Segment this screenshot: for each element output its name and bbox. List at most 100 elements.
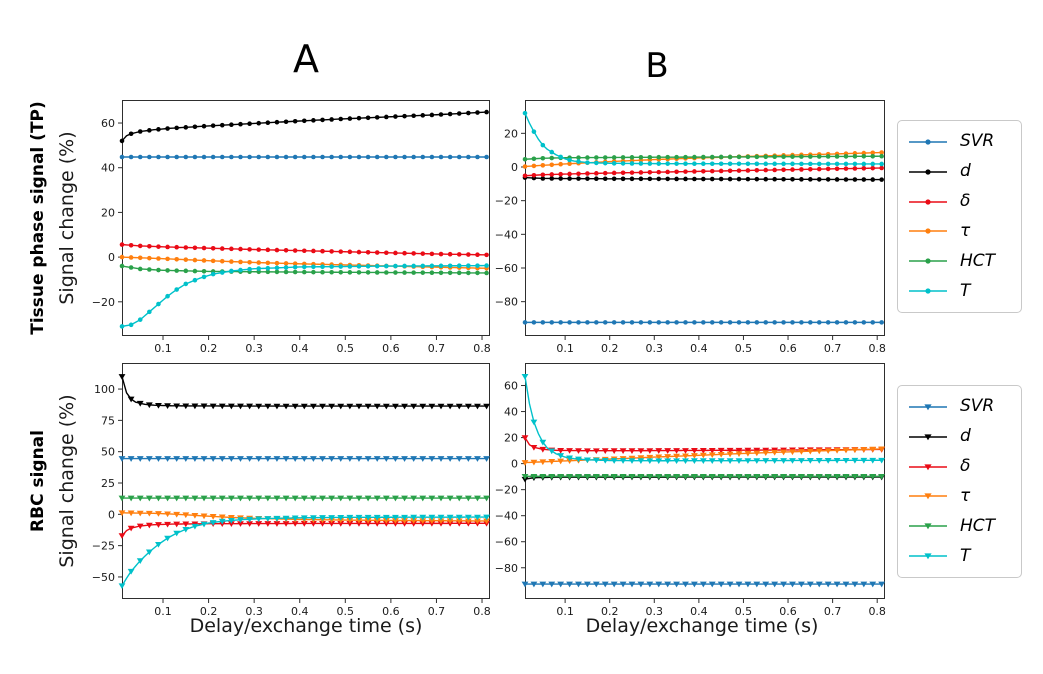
circle-marker-icon — [909, 139, 947, 145]
svg-text:0.6: 0.6 — [779, 605, 797, 618]
triangle-down-marker-icon — [909, 553, 947, 560]
circle-marker-icon — [909, 258, 947, 264]
plot-tissue-phase-b: 0.1 0.2 0.3 0.4 0.5 0.6 0.7 0.8 20 0 −20 −40 −60 −80 — [495, 100, 886, 355]
svg-text:0.5: 0.5 — [735, 605, 753, 618]
x-axis-label-left: Delay/exchange time (s) — [189, 615, 423, 637]
legend-item-label: τ — [960, 220, 971, 241]
legend-item-label: HCT — [960, 515, 996, 536]
svg-text:0.7: 0.7 — [824, 342, 842, 355]
svg-text:0.1: 0.1 — [556, 605, 574, 618]
svg-text:0.7: 0.7 — [428, 605, 446, 618]
legend-item-SVR: SVR — [907, 133, 1021, 150]
triangle-down-marker-icon — [909, 463, 947, 470]
svg-text:0.6: 0.6 — [382, 342, 400, 355]
x-axis-label-right: Delay/exchange time (s) — [585, 615, 819, 637]
svg-text:20: 20 — [504, 127, 518, 140]
legend-item-SVR: SVR — [907, 398, 1021, 415]
svg-text:20: 20 — [101, 206, 115, 219]
row-label-rbc: RBC signal — [28, 430, 48, 532]
svg-text:50: 50 — [101, 446, 115, 459]
plot-rbc-a: 0.1 0.2 0.3 0.4 0.5 0.6 0.7 0.8 100 75 50 25 0 −25 −50 — [92, 363, 491, 618]
svg-text:20: 20 — [504, 432, 518, 445]
legend-item-label: τ — [960, 485, 971, 506]
legend-item-δ: δ — [907, 193, 1021, 210]
legend-item-label: T — [960, 545, 971, 566]
legend-item-label: T — [960, 280, 971, 301]
svg-text:0.5: 0.5 — [337, 605, 355, 618]
legend-item-τ: τ — [907, 485, 1021, 506]
svg-text:40: 40 — [504, 406, 518, 419]
svg-text:0.8: 0.8 — [868, 342, 886, 355]
svg-text:−80: −80 — [495, 296, 518, 309]
svg-text:−60: −60 — [495, 262, 518, 275]
circle-marker-icon — [909, 169, 947, 175]
svg-text:−80: −80 — [495, 562, 518, 575]
plot-rbc-b: 0.1 0.2 0.3 0.4 0.5 0.6 0.7 0.8 60 40 20 0 −20 −40 −60… — [495, 363, 886, 618]
legend-item-d: d — [907, 163, 1021, 180]
y-axis-label-rbc: Signal change (%) — [56, 394, 78, 568]
svg-text:0.6: 0.6 — [779, 342, 797, 355]
svg-text:0.2: 0.2 — [601, 342, 619, 355]
circle-marker-icon — [909, 198, 947, 205]
svg-text:0: 0 — [511, 458, 518, 471]
triangle-down-marker-icon — [909, 404, 947, 411]
legend-item-T: T — [907, 545, 1021, 566]
svg-text:60: 60 — [504, 380, 518, 393]
svg-text:0.6: 0.6 — [382, 605, 400, 618]
panel-title-a: A — [293, 37, 319, 81]
svg-text:0.4: 0.4 — [291, 605, 309, 618]
svg-text:0.3: 0.3 — [245, 605, 263, 618]
triangle-down-marker-icon — [909, 434, 947, 440]
svg-text:0.1: 0.1 — [154, 605, 172, 618]
svg-text:−20: −20 — [495, 195, 518, 208]
svg-text:0.4: 0.4 — [690, 342, 708, 355]
panel-title-b: B — [645, 46, 669, 86]
svg-text:0.2: 0.2 — [200, 605, 218, 618]
svg-text:0.4: 0.4 — [690, 605, 708, 618]
svg-text:0.7: 0.7 — [824, 605, 842, 618]
legend-item-label: SVR — [960, 396, 995, 417]
svg-text:−60: −60 — [495, 536, 518, 549]
svg-text:75: 75 — [101, 414, 115, 427]
plot-tissue-phase-a: 0.1 0.2 0.3 0.4 0.5 0.6 0.7 0.8 60 40 20 0 −20 — [92, 100, 491, 355]
svg-text:0: 0 — [511, 161, 518, 174]
svg-text:0.3: 0.3 — [245, 342, 263, 355]
svg-text:0.7: 0.7 — [428, 342, 446, 355]
svg-text:0.8: 0.8 — [868, 605, 886, 618]
svg-text:0.8: 0.8 — [473, 605, 491, 618]
circle-marker-icon — [909, 228, 947, 234]
legend-item-δ: δ — [907, 458, 1021, 475]
svg-text:25: 25 — [101, 477, 115, 490]
legend-item-label: δ — [960, 191, 971, 212]
svg-text:0.3: 0.3 — [646, 342, 664, 355]
svg-text:0.8: 0.8 — [473, 342, 491, 355]
legend-item-d: d — [907, 428, 1021, 445]
svg-text:−50: −50 — [92, 571, 115, 584]
legend-item-label: d — [960, 426, 971, 447]
svg-text:−40: −40 — [495, 510, 518, 523]
y-axis-label-tissue: Signal change (%) — [56, 131, 78, 305]
svg-text:60: 60 — [101, 117, 115, 130]
row-label-tissue-phase: Tissue phase signal (TP) — [28, 101, 48, 335]
legend-item-label: SVR — [960, 131, 995, 152]
legend-item-T: T — [907, 280, 1021, 301]
legend-item-HCT: HCT — [907, 515, 1021, 536]
svg-text:0: 0 — [108, 508, 115, 521]
svg-text:0.1: 0.1 — [154, 342, 172, 355]
legend-item-label: δ — [960, 456, 971, 477]
svg-text:−20: −20 — [495, 484, 518, 497]
svg-text:−25: −25 — [92, 540, 115, 553]
svg-text:0.5: 0.5 — [735, 342, 753, 355]
legend-tissue: SVR d δ τ HCT T — [897, 120, 1022, 313]
svg-text:40: 40 — [101, 162, 115, 175]
circle-marker-icon — [909, 288, 947, 294]
svg-text:0.1: 0.1 — [556, 342, 574, 355]
svg-text:0.5: 0.5 — [337, 342, 355, 355]
legend-rbc: SVR d δ τ HCT T — [897, 385, 1022, 578]
svg-text:0: 0 — [108, 251, 115, 264]
svg-text:0.2: 0.2 — [200, 342, 218, 355]
legend-item-τ: τ — [907, 220, 1021, 241]
svg-text:100: 100 — [94, 383, 115, 396]
svg-text:−20: −20 — [92, 296, 115, 309]
